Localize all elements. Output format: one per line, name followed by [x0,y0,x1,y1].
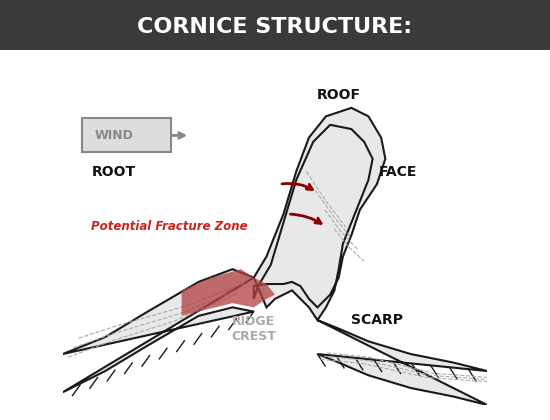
Text: WIND: WIND [94,129,133,142]
Text: FACE: FACE [379,165,417,178]
FancyBboxPatch shape [82,118,171,152]
Text: Potential Fracture Zone: Potential Fracture Zone [91,220,247,233]
Text: CORNICE STRUCTURE:: CORNICE STRUCTURE: [138,17,412,37]
Text: ROOF: ROOF [317,88,361,102]
Polygon shape [317,320,487,405]
Polygon shape [63,269,254,392]
Polygon shape [182,269,275,316]
Text: ROOT: ROOT [92,165,136,178]
Polygon shape [254,108,386,320]
Text: RIDGE
CREST: RIDGE CREST [232,315,276,343]
Text: SCARP: SCARP [351,313,403,327]
